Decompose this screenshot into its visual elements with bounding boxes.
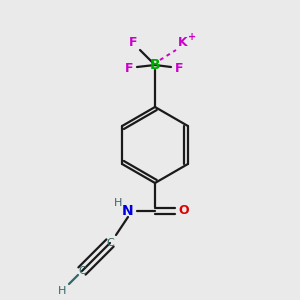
Text: C: C [106,238,114,248]
Text: F: F [129,37,137,50]
Text: F: F [175,61,183,74]
Text: C: C [78,266,86,276]
Text: O: O [179,205,189,218]
Text: H: H [58,286,66,296]
Text: N: N [122,204,134,218]
Text: F: F [125,61,133,74]
Text: K: K [178,37,188,50]
Text: B: B [150,58,160,72]
Text: +: + [188,32,196,42]
Text: H: H [114,198,122,208]
